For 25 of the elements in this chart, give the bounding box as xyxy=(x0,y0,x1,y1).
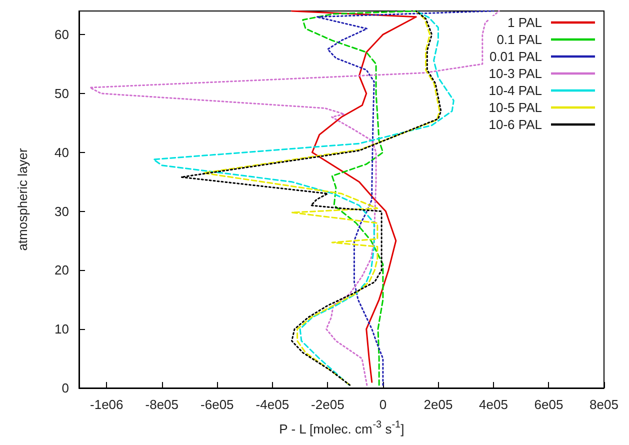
x-tick-label: 8e05 xyxy=(590,397,618,412)
x-tick-label: 4e05 xyxy=(479,397,508,412)
y-tick-label: 20 xyxy=(54,262,69,278)
y-tick-label: 30 xyxy=(54,204,69,219)
x-tick-label: 2e05 xyxy=(424,397,453,412)
y-tick-label: 50 xyxy=(54,86,69,101)
x-tick-label: -2e05 xyxy=(311,397,344,412)
y-axis-title: atmospheric layer xyxy=(15,148,30,251)
y-tick-label: 10 xyxy=(54,322,69,337)
y-tick-label: 60 xyxy=(54,27,69,42)
y-tick-label: 40 xyxy=(54,144,69,160)
x-tick-label: -6e05 xyxy=(200,397,234,412)
legend-label: 0.1 PAL xyxy=(496,32,542,47)
x-tick-label: -4e05 xyxy=(256,397,290,412)
legend-label: 10-3 PAL xyxy=(488,66,542,81)
x-tick-label: 0 xyxy=(379,397,387,412)
legend-label: 0.01 PAL xyxy=(489,49,542,64)
x-tick-label: -8e05 xyxy=(145,397,179,412)
x-tick-label: 6e05 xyxy=(534,397,564,412)
legend-label: 10-5 PAL xyxy=(488,100,542,115)
legend-label: 1 PAL xyxy=(508,15,542,30)
x-tick-label: -1e06 xyxy=(90,397,124,412)
y-tick-label: 0 xyxy=(62,380,69,396)
legend-label: 10-4 PAL xyxy=(488,83,542,98)
legend-label: 10-6 PAL xyxy=(488,117,542,132)
